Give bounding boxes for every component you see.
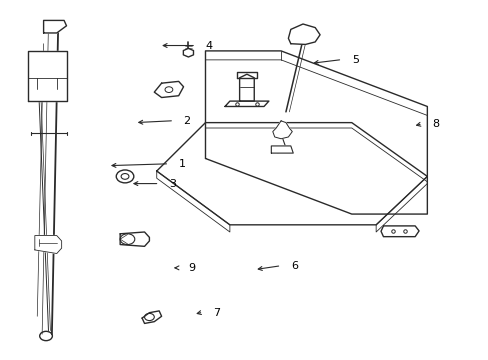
Polygon shape [239, 74, 254, 101]
Text: 9: 9 [188, 263, 195, 273]
Text: 5: 5 [351, 55, 358, 65]
Polygon shape [120, 232, 149, 246]
Polygon shape [272, 121, 292, 139]
Text: 6: 6 [290, 261, 297, 271]
Text: 1: 1 [178, 159, 185, 169]
Polygon shape [35, 235, 61, 253]
Polygon shape [43, 21, 66, 33]
Polygon shape [157, 123, 427, 225]
Polygon shape [375, 176, 427, 232]
Polygon shape [237, 72, 256, 78]
Polygon shape [142, 311, 161, 323]
Text: 4: 4 [205, 41, 212, 50]
Text: 7: 7 [212, 308, 220, 318]
Polygon shape [27, 51, 66, 101]
Polygon shape [224, 101, 268, 107]
Polygon shape [271, 146, 293, 153]
Polygon shape [183, 48, 193, 57]
Polygon shape [157, 171, 229, 232]
Text: 3: 3 [168, 179, 176, 189]
Polygon shape [380, 226, 418, 237]
Polygon shape [205, 51, 427, 214]
Text: 8: 8 [431, 120, 438, 129]
Polygon shape [154, 81, 183, 98]
Polygon shape [288, 24, 320, 44]
Text: 2: 2 [183, 116, 190, 126]
